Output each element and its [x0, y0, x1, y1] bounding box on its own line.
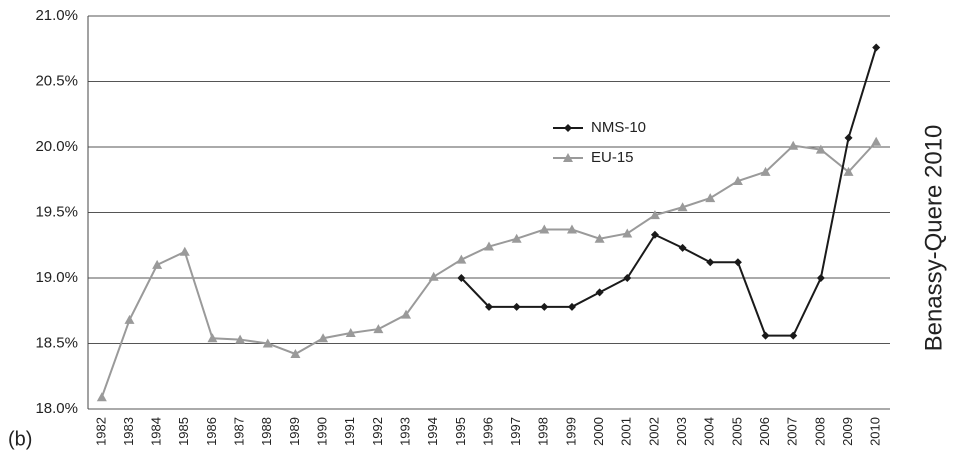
x-tick-label: 1990 — [315, 417, 330, 446]
point — [207, 333, 218, 343]
x-tick-label: 1985 — [176, 417, 191, 446]
legend-marker — [563, 153, 573, 162]
x-tick-label: 2001 — [619, 417, 634, 446]
x-tick-label: 1992 — [370, 417, 385, 446]
point — [594, 233, 605, 243]
x-tick-label: 1993 — [397, 417, 412, 446]
point — [843, 166, 854, 176]
point — [345, 328, 356, 338]
point — [456, 254, 467, 264]
x-tick-label: 2006 — [757, 417, 772, 446]
point — [871, 136, 882, 146]
point — [705, 193, 716, 203]
point — [152, 259, 163, 269]
point — [428, 271, 439, 281]
point — [567, 302, 576, 311]
point — [623, 274, 632, 282]
point — [540, 302, 549, 311]
x-tick-label: 1998 — [536, 417, 551, 446]
point — [512, 302, 521, 311]
y-tick-label: 18.5% — [35, 334, 78, 351]
x-tick-label: 2008 — [812, 417, 827, 446]
point — [539, 224, 550, 234]
x-tick-label: 2000 — [591, 417, 606, 446]
point — [457, 274, 466, 282]
series-line — [100, 141, 877, 398]
x-tick-label: 1987 — [232, 417, 247, 446]
point — [96, 392, 107, 402]
x-tick-label: 1988 — [259, 417, 274, 446]
point — [844, 133, 853, 142]
x-tick-label: 1982 — [93, 417, 108, 446]
x-tick-label: 1984 — [149, 417, 164, 446]
panel-label: (b) — [8, 428, 32, 450]
x-tick-label: 1983 — [121, 417, 136, 446]
point — [373, 324, 384, 334]
point — [290, 348, 301, 358]
y-tick-label: 18.0% — [35, 400, 78, 417]
point — [485, 302, 493, 311]
point — [401, 309, 412, 319]
x-tick-label: 1999 — [563, 417, 578, 446]
legend-label: EU-15 — [591, 149, 634, 166]
point — [124, 314, 135, 324]
x-tick-label: 2009 — [840, 417, 855, 446]
y-tick-label: 19.0% — [35, 269, 78, 286]
point — [872, 43, 881, 52]
point — [595, 288, 604, 297]
point — [318, 333, 329, 343]
y-tick-label: 19.5% — [35, 203, 78, 220]
point — [761, 331, 770, 340]
point — [760, 166, 771, 176]
point — [235, 334, 246, 344]
point — [649, 210, 660, 220]
legend-marker — [564, 124, 572, 132]
x-tick-label: 2010 — [868, 417, 883, 446]
x-tick-label: 2003 — [674, 417, 689, 446]
point — [706, 258, 715, 267]
legend-label: NMS-10 — [591, 119, 646, 136]
point — [622, 228, 633, 238]
x-tick-label: 2005 — [729, 417, 744, 446]
x-tick-label: 1995 — [453, 417, 468, 446]
point — [678, 243, 687, 252]
x-tick-label: 1991 — [342, 417, 357, 446]
point — [733, 258, 742, 267]
x-tick-label: 1996 — [480, 417, 495, 446]
x-tick-label: 1997 — [508, 417, 523, 446]
point — [262, 338, 273, 348]
x-tick-label: 2002 — [646, 417, 661, 446]
y-tick-label: 20.0% — [35, 138, 78, 155]
point — [511, 233, 522, 243]
point — [815, 144, 826, 154]
x-tick-label: 1986 — [204, 417, 219, 446]
y-tick-label: 21.0% — [35, 7, 78, 24]
point — [566, 224, 577, 234]
point — [650, 230, 659, 239]
y-tick-label: 20.5% — [35, 72, 78, 89]
source-label: Benassy-Quere 2010 — [920, 125, 947, 352]
x-tick-label: 2004 — [702, 417, 717, 446]
point — [788, 140, 799, 150]
point — [789, 331, 798, 340]
x-tick-label: 2007 — [785, 417, 800, 446]
x-tick-label: 1989 — [287, 417, 302, 446]
point — [179, 246, 190, 256]
point — [732, 176, 743, 186]
series-line — [460, 47, 878, 337]
point — [677, 202, 688, 212]
point — [484, 241, 494, 251]
point — [816, 274, 825, 282]
x-tick-label: 1994 — [425, 417, 440, 446]
